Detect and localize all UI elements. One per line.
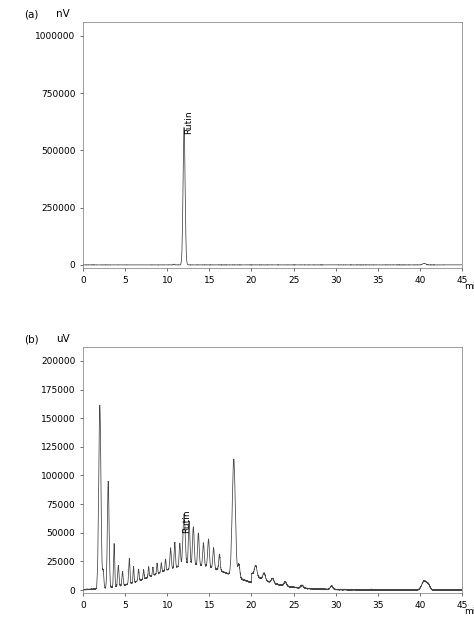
Text: Rutin: Rutin [182,509,191,533]
Text: uV: uV [56,334,70,344]
Text: nV: nV [56,9,70,19]
Text: (a): (a) [24,9,38,19]
Text: (b): (b) [24,335,39,345]
Text: min: min [464,607,474,616]
Text: min: min [464,282,474,291]
Text: Rutin: Rutin [184,111,193,134]
